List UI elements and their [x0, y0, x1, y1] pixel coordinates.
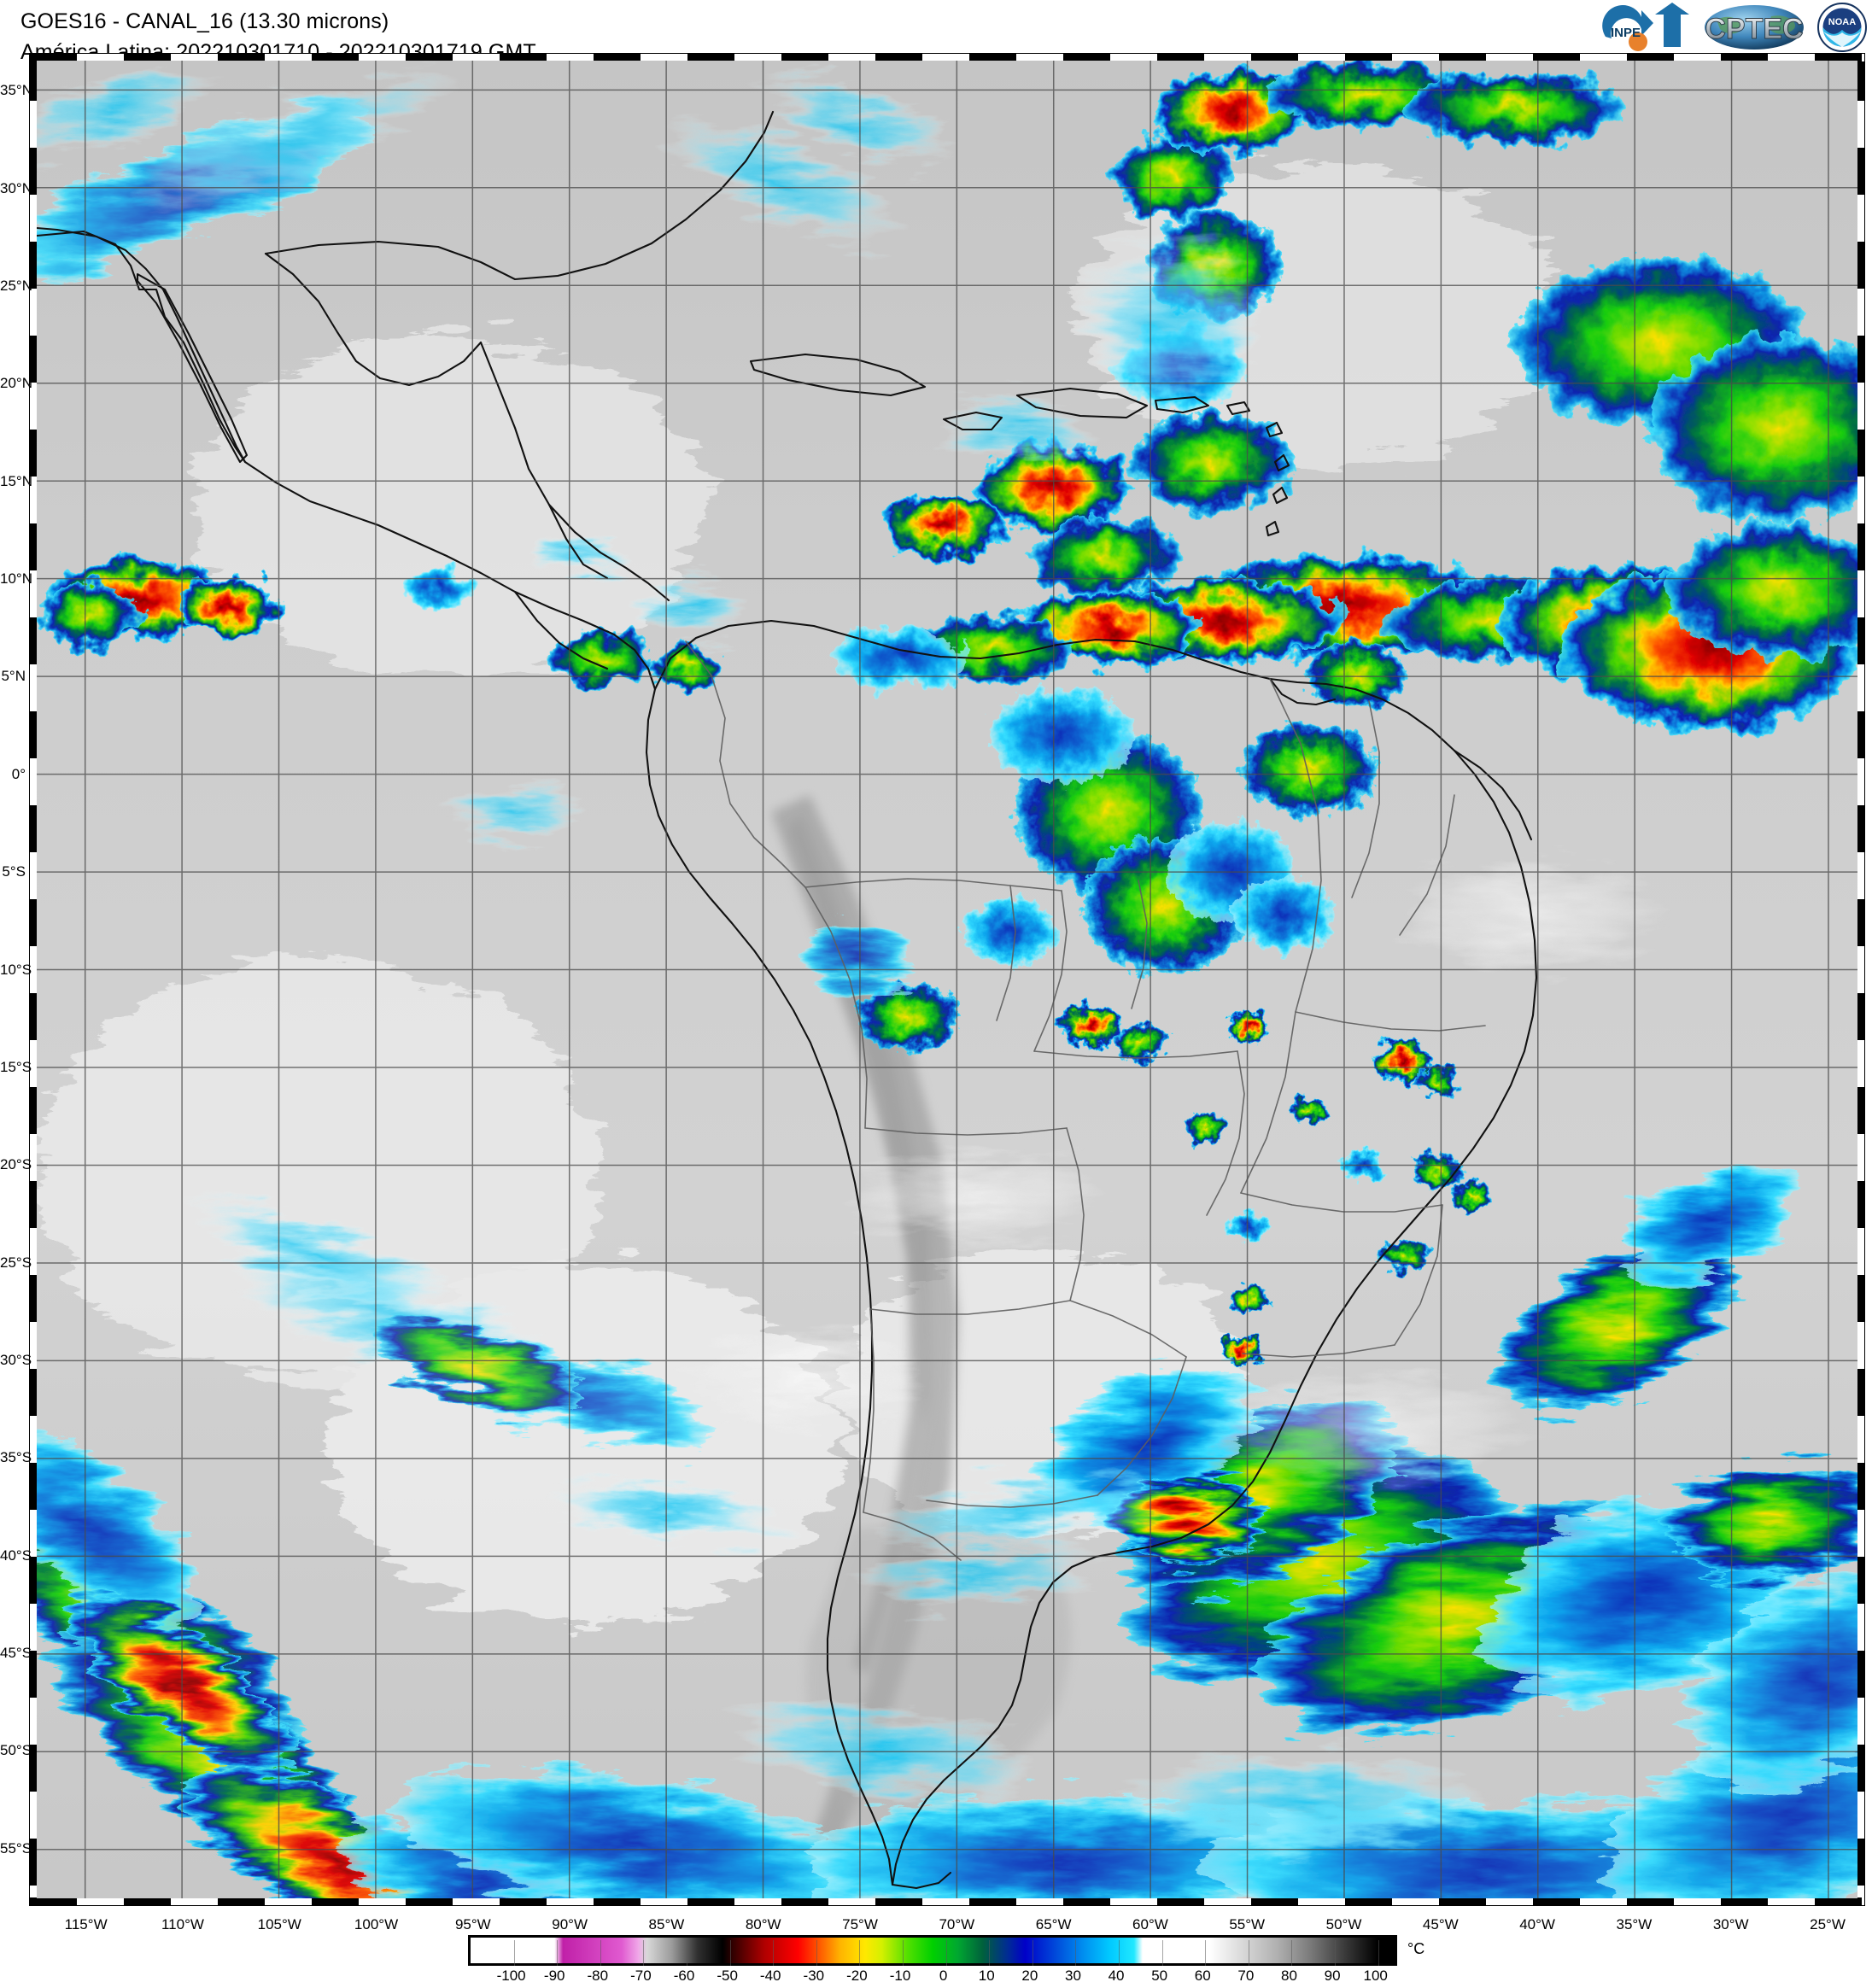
graticule-layer	[37, 61, 1857, 1898]
map-panel[interactable]	[29, 53, 1865, 1906]
lon-tick-label: 25°W	[1810, 1916, 1846, 1932]
lon-tick-label: 75°W	[842, 1916, 878, 1932]
lon-tick-label: 40°W	[1519, 1916, 1555, 1932]
colorbar-tick-label: 20	[1021, 1968, 1038, 1984]
coastline-layer	[37, 110, 1538, 1890]
lat-tick-label: 20°S	[0, 1156, 32, 1173]
colorbar-tick-mark	[729, 1940, 731, 1966]
colorbar-tick-label: -10	[889, 1968, 911, 1984]
colorbar-tick-label: -30	[803, 1968, 825, 1984]
colorbar-tick-mark	[773, 1940, 775, 1966]
lat-tick-label: 15°S	[0, 1058, 32, 1075]
lon-tick-label: 55°W	[1229, 1916, 1266, 1932]
lat-tick-label: 35°S	[0, 1449, 32, 1466]
colorbar-tick-label: 70	[1237, 1968, 1255, 1984]
lon-tick-label: 80°W	[745, 1916, 781, 1932]
colorbar-unit-label: °C	[1407, 1940, 1425, 1957]
inpe-logo: INPE	[1590, 3, 1693, 52]
lon-tick-label: 65°W	[1035, 1916, 1072, 1932]
lon-tick-label: 100°W	[354, 1916, 399, 1932]
colorbar-tick-mark	[1335, 1940, 1337, 1966]
lat-tick-label: 30°S	[0, 1352, 32, 1368]
colorbar-tick-label: 10	[978, 1968, 995, 1984]
colorbar-tick-label: 40	[1108, 1968, 1125, 1984]
page-title: GOES16 - CANAL_16 (13.30 microns)	[20, 9, 389, 33]
colorbar-tick-mark	[600, 1940, 601, 1966]
lat-tick-label: 25°S	[0, 1254, 32, 1271]
colorbar-tick-label: 100	[1363, 1968, 1388, 1984]
svg-text:INPE: INPE	[1611, 26, 1641, 40]
lat-tick-label: 55°S	[0, 1839, 32, 1856]
colorbar-tick-label: 30	[1064, 1968, 1081, 1984]
colorbar-tick-mark	[1161, 1940, 1163, 1966]
lat-tick-label: 50°S	[0, 1742, 32, 1759]
colorbar-tick-label: -70	[630, 1968, 652, 1984]
lon-tick-label: 110°W	[161, 1916, 204, 1932]
lat-tick-label: 45°S	[0, 1645, 32, 1662]
colorbar-tick-label: -80	[587, 1968, 609, 1984]
lon-tick-label: 45°W	[1422, 1916, 1459, 1932]
colorbar-tick-mark	[643, 1940, 645, 1966]
colorbar-tick-mark	[1075, 1940, 1077, 1966]
colorbar-tick-label: -60	[673, 1968, 695, 1984]
lat-tick-label: 10°N	[0, 570, 32, 588]
colorbar-tick-mark	[859, 1940, 861, 1966]
lat-tick-label: 30°N	[0, 179, 32, 196]
colorbar-tick-mark	[816, 1940, 817, 1966]
lon-tick-label: 105°W	[257, 1916, 301, 1932]
cptec-logo: CPTEC	[1701, 3, 1807, 52]
lat-tick-label: 25°N	[0, 278, 32, 295]
page-subtitle: América Latina: 202210301710 - 202210301…	[20, 39, 536, 64]
noaa-logo: NOAA	[1816, 3, 1869, 52]
title-block: GOES16 - CANAL_16 (13.30 microns) Améric…	[20, 7, 536, 67]
colorbar-tick-mark	[1378, 1940, 1379, 1966]
colorbar-tick-mark	[1205, 1940, 1207, 1966]
svg-text:CPTEC: CPTEC	[1705, 13, 1803, 45]
colorbar-gradient	[468, 1935, 1397, 1966]
colorbar-tick-label: 60	[1194, 1968, 1211, 1984]
colorbar-tick-mark	[513, 1940, 515, 1966]
lon-tick-label: 90°W	[552, 1916, 588, 1932]
lon-tick-label: 115°W	[64, 1916, 108, 1932]
colorbar-tick-mark	[903, 1940, 904, 1966]
lon-tick-label: 30°W	[1712, 1916, 1749, 1932]
colorbar-tick-label: -40	[759, 1968, 781, 1984]
colorbar-tick-mark	[1291, 1940, 1293, 1966]
colorbar-tick-label: 90	[1324, 1968, 1341, 1984]
colorbar-tick-label: 0	[939, 1968, 948, 1984]
colorbar-tick-label: -90	[543, 1968, 565, 1984]
colorbar-tick-label: 80	[1281, 1968, 1297, 1984]
svg-text:NOAA: NOAA	[1828, 17, 1856, 27]
colorbar-tick-mark	[557, 1940, 559, 1966]
map-canvas[interactable]	[37, 61, 1857, 1898]
lon-tick-label: 50°W	[1325, 1916, 1362, 1932]
lat-tick-label: 5°N	[1, 668, 26, 685]
lon-tick-label: 35°W	[1616, 1916, 1653, 1932]
lat-tick-label: 35°N	[0, 82, 32, 99]
lat-tick-label: 5°S	[2, 863, 26, 880]
lat-tick-label: 15°N	[0, 472, 32, 489]
colorbar-tick-mark	[989, 1940, 991, 1966]
lon-tick-label: 60°W	[1132, 1916, 1168, 1932]
colorbar-tick-label: -50	[717, 1968, 738, 1984]
lon-tick-label: 95°W	[454, 1916, 491, 1932]
lon-tick-label: 85°W	[648, 1916, 685, 1932]
colorbar-tick-mark	[1119, 1940, 1120, 1966]
colorbar-tick-label: -100	[496, 1968, 526, 1984]
lon-tick-label: 70°W	[939, 1916, 975, 1932]
lat-tick-label: 20°N	[0, 375, 32, 392]
logo-group: INPE	[1590, 2, 1869, 53]
lat-tick-label: 0°	[11, 765, 26, 782]
lat-tick-label: 40°S	[0, 1547, 32, 1564]
lat-tick-label: 10°S	[0, 961, 32, 978]
header: GOES16 - CANAL_16 (13.30 microns) Améric…	[0, 0, 1872, 64]
colorbar-tick-label: 50	[1151, 1968, 1168, 1984]
colorbar-tick-mark	[945, 1940, 947, 1966]
colorbar[interactable]: -100 -90 -80 -70 -60 -50 -40 -30 -20 -10 0 10 20 30 40…	[468, 1935, 1424, 1988]
colorbar-tick-label: -20	[846, 1968, 868, 1984]
